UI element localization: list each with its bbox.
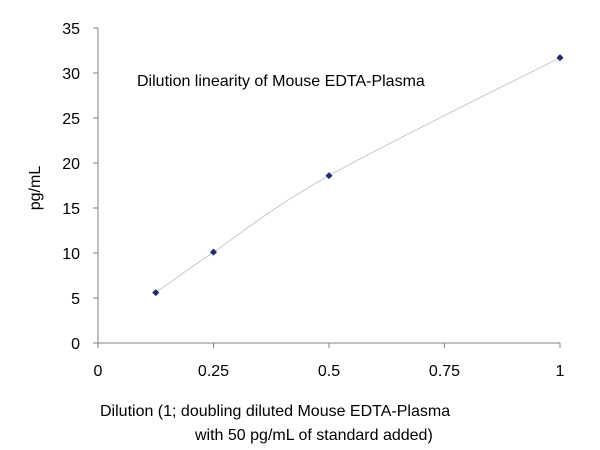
x-tick-label: 0.5 xyxy=(318,363,340,380)
y-tick-label: 25 xyxy=(62,111,80,128)
x-tick-label: 0.75 xyxy=(429,363,460,380)
y-ticks: 0 5 10 15 20 25 30 35 xyxy=(62,21,98,353)
series-group xyxy=(152,54,564,297)
x-ticks: 0 0.25 0.5 0.75 1 xyxy=(94,343,565,380)
x-tick-label: 1 xyxy=(556,363,565,380)
y-tick-label: 15 xyxy=(62,201,80,218)
data-point-marker xyxy=(556,54,564,62)
x-axis-title-line1: Dilution (1; doubling diluted Mouse EDTA… xyxy=(100,403,450,420)
data-point-marker xyxy=(152,289,160,297)
y-tick-label: 5 xyxy=(71,291,80,308)
x-tick-label: 0 xyxy=(94,363,103,380)
y-axis-title: pg/mL xyxy=(27,166,44,211)
y-tick-label: 20 xyxy=(62,156,80,173)
x-tick-label: 0.25 xyxy=(198,363,229,380)
data-point-marker xyxy=(325,172,333,180)
y-tick-label: 35 xyxy=(62,21,80,38)
chart-title: Dilution linearity of Mouse EDTA-Plasma xyxy=(137,73,425,90)
y-tick-label: 0 xyxy=(71,336,80,353)
series-line xyxy=(155,57,561,294)
x-axis-title-line2: with 50 pg/mL of standard added) xyxy=(194,427,433,444)
y-tick-label: 10 xyxy=(62,246,80,263)
data-point-marker xyxy=(209,248,218,256)
y-tick-label: 30 xyxy=(62,66,80,83)
